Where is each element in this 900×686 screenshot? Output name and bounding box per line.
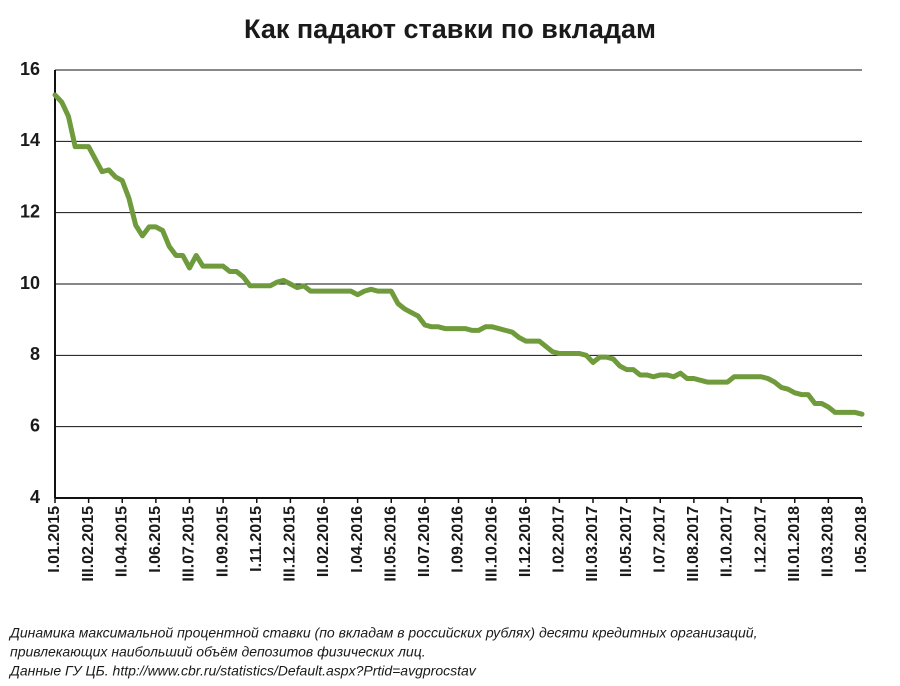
x-tick-label: III.08.2017 bbox=[685, 506, 702, 582]
x-tick-label: II.09.2015 bbox=[214, 506, 231, 577]
x-tick-label: III.01.2018 bbox=[786, 506, 803, 582]
x-tick-label: II.04.2015 bbox=[113, 506, 130, 577]
x-tick-label: I.06.2015 bbox=[147, 506, 164, 573]
x-tick-label: I.09.2016 bbox=[450, 506, 467, 573]
y-tick-label: 12 bbox=[20, 201, 40, 221]
x-tick-label: III.07.2015 bbox=[181, 506, 198, 582]
x-tick-label: II.07.2016 bbox=[416, 506, 433, 577]
note: Динамика максимальной процентной ставки … bbox=[8, 625, 757, 641]
x-tick-label: II.05.2017 bbox=[618, 506, 635, 577]
x-tick-label: I.01.2015 bbox=[46, 506, 63, 573]
x-tick-label: II.12.2016 bbox=[517, 506, 534, 577]
x-tick-label: I.05.2018 bbox=[853, 506, 870, 573]
x-tick-label: I.12.2017 bbox=[752, 506, 769, 573]
line bbox=[52, 92, 865, 417]
x-tick-label: III.02.2015 bbox=[80, 506, 97, 582]
y-tick-label: 8 bbox=[30, 344, 40, 364]
x-tick-label: I.07.2017 bbox=[651, 506, 668, 573]
x-tick-label: III.10.2016 bbox=[483, 506, 500, 582]
y-tick-label: 4 bbox=[30, 487, 40, 507]
x-tick-label: I.04.2016 bbox=[349, 506, 366, 573]
chart-title: Как падают ставки по вкладам bbox=[244, 14, 656, 44]
x-tick-label: III.03.2017 bbox=[584, 506, 601, 582]
x-tick-label: II.02.2016 bbox=[315, 506, 332, 577]
x-tick-label: I.11.2015 bbox=[248, 506, 265, 572]
x-tick-label: I.02.2017 bbox=[551, 506, 568, 573]
y-tick-label: 6 bbox=[30, 415, 40, 435]
x-tick-label: II.03.2018 bbox=[820, 506, 837, 577]
note: привлекающих наибольший объём депозитов … bbox=[10, 644, 426, 660]
y-tick-label: 10 bbox=[20, 273, 40, 293]
x-tick-label: III.05.2016 bbox=[382, 506, 399, 582]
x-tick-label: II.10.2017 bbox=[719, 506, 736, 577]
y-tick-label: 14 bbox=[20, 130, 40, 150]
y-tick-label: 16 bbox=[20, 59, 40, 79]
note: Данные ГУ ЦБ. http://www.cbr.ru/statisti… bbox=[8, 663, 477, 679]
x-tick-label: III.12.2015 bbox=[282, 506, 299, 582]
